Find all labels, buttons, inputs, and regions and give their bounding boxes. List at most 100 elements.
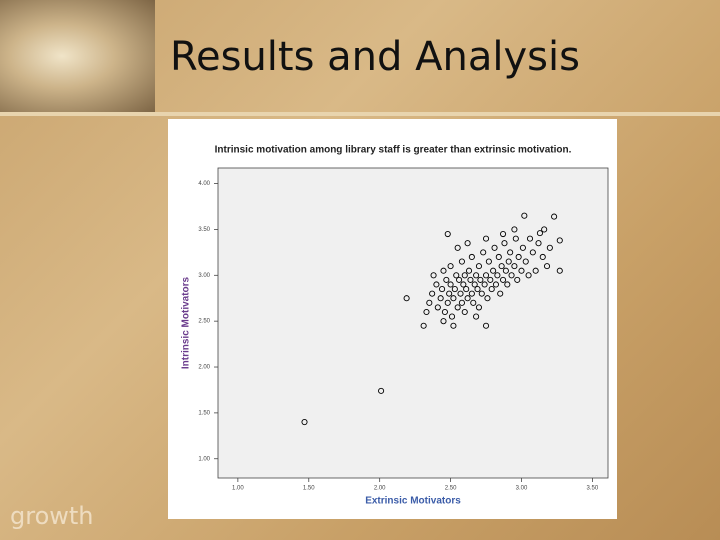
point <box>511 263 518 270</box>
point <box>539 253 546 261</box>
point <box>500 276 507 283</box>
point <box>451 286 458 293</box>
point <box>447 281 454 288</box>
point <box>480 249 487 256</box>
y-tick-label: 4.00 <box>198 181 210 187</box>
point <box>423 308 430 316</box>
point <box>473 313 480 320</box>
point <box>473 272 480 279</box>
point <box>461 308 468 316</box>
point <box>522 258 529 265</box>
point <box>495 253 502 261</box>
point <box>444 230 451 238</box>
point <box>471 281 478 288</box>
point <box>434 304 441 311</box>
point <box>463 286 470 293</box>
point <box>447 263 454 270</box>
point <box>301 419 308 426</box>
point <box>484 295 491 302</box>
point <box>508 272 515 279</box>
point <box>450 295 457 302</box>
point <box>498 263 505 270</box>
point <box>485 258 492 265</box>
point <box>515 253 522 261</box>
point <box>437 295 444 302</box>
point <box>439 286 446 293</box>
slide-title: Results and Analysis <box>170 34 580 80</box>
point <box>430 272 437 279</box>
point <box>444 299 451 306</box>
point <box>475 304 482 311</box>
point <box>492 281 500 288</box>
point <box>519 244 526 251</box>
point <box>448 313 456 320</box>
point <box>529 249 536 256</box>
point <box>482 322 490 329</box>
point <box>535 240 542 247</box>
chart-title: Intrinsic motivation among library staff… <box>215 145 572 156</box>
point <box>507 249 514 256</box>
point <box>514 276 521 283</box>
point <box>491 244 498 251</box>
y-tick-label: 3.50 <box>198 227 210 233</box>
point <box>456 276 463 283</box>
chart: Intrinsic motivation among library staff… <box>168 119 617 519</box>
point <box>403 295 410 302</box>
point <box>546 244 553 251</box>
y-tick-label: 3.00 <box>198 273 210 279</box>
point <box>441 308 448 316</box>
point <box>446 290 453 297</box>
point <box>465 267 473 274</box>
point <box>505 258 512 265</box>
point <box>501 240 508 247</box>
point <box>454 244 461 251</box>
point <box>521 212 528 219</box>
point <box>468 253 475 261</box>
x-tick-label: 3.00 <box>516 486 528 492</box>
y-tick-label: 1.50 <box>198 410 210 416</box>
point <box>488 286 495 293</box>
point <box>420 322 427 329</box>
point <box>494 272 501 279</box>
point <box>481 281 488 288</box>
point <box>532 267 539 274</box>
point <box>511 226 518 233</box>
point <box>541 226 548 233</box>
point <box>457 290 464 297</box>
point <box>487 276 494 283</box>
point <box>478 290 485 297</box>
point <box>543 263 551 270</box>
point <box>482 272 490 279</box>
point <box>378 387 385 394</box>
x-tick-label: 1.50 <box>303 486 315 492</box>
point <box>450 322 457 329</box>
point <box>497 290 504 297</box>
point <box>500 230 507 238</box>
x-tick-label: 3.50 <box>587 486 599 492</box>
point <box>482 235 490 242</box>
point <box>458 299 465 306</box>
point <box>467 276 474 283</box>
point <box>504 281 511 288</box>
point <box>461 272 468 279</box>
point <box>525 272 532 279</box>
photo <box>0 0 155 112</box>
point <box>440 267 447 274</box>
x-axis-label: Extrinsic Motivators <box>365 496 461 507</box>
footer-word: growth <box>10 502 94 530</box>
y-tick-label: 2.50 <box>198 319 210 325</box>
point <box>475 263 482 270</box>
x-tick-label: 2.00 <box>374 486 386 492</box>
point <box>526 235 534 242</box>
point <box>454 304 461 311</box>
point <box>470 299 477 306</box>
point <box>512 235 519 242</box>
point <box>433 281 440 288</box>
x-tick-label: 1.00 <box>232 486 244 492</box>
point <box>468 290 475 297</box>
x-tick-label: 2.50 <box>445 486 457 492</box>
point <box>440 318 447 325</box>
y-tick-label: 1.00 <box>198 456 210 462</box>
point <box>474 286 481 293</box>
point <box>556 237 563 244</box>
